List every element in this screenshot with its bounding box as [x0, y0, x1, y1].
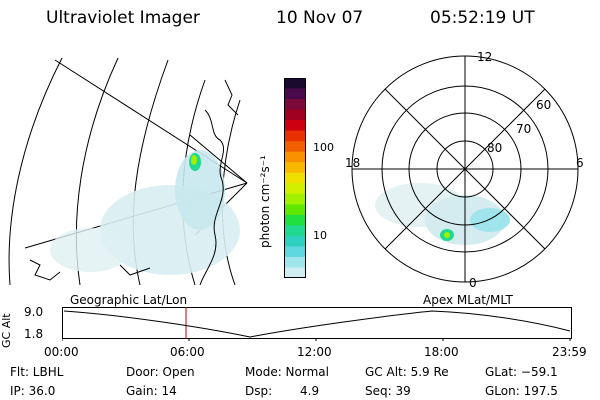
- gain-status: Gain: 14: [126, 384, 177, 398]
- apex-label: Apex MLat/MLT: [423, 293, 513, 307]
- instrument-title: Ultraviolet Imager: [46, 8, 200, 28]
- lat-label-80: 80: [487, 141, 502, 155]
- colorbar-segment: [284, 256, 306, 268]
- polar-plot: 12 18 6 0 60 70 80: [345, 50, 584, 290]
- glon-status: GLon: 197.5: [485, 384, 558, 398]
- colorbar-segment: [284, 246, 306, 258]
- mlt-label-6: 6: [576, 156, 584, 170]
- lat-label-70: 70: [516, 122, 531, 136]
- colorbar-segment: [284, 225, 306, 237]
- mlt-label-12: 12: [477, 50, 492, 64]
- colorbar-segment: [284, 78, 306, 90]
- mlt-label-0: 0: [469, 276, 477, 290]
- mlt-label-18: 18: [345, 156, 360, 170]
- time-label: 05:52:19 UT: [430, 8, 535, 28]
- colorbar-segment: [284, 88, 306, 100]
- gc-alt-status: GC Alt: 5.9 Re: [365, 365, 449, 379]
- map-aurora-emission: [50, 150, 240, 275]
- y-axis-title: GC Alt: [0, 313, 13, 348]
- colorbar-segment: [284, 193, 306, 205]
- x-tick-1800: 18:00: [424, 345, 459, 359]
- colorbar-segment: [284, 109, 306, 121]
- door-status: Door: Open: [126, 365, 195, 379]
- x-tick-2359: 23:59: [552, 345, 587, 359]
- glat-status: GLat: −59.1: [485, 365, 558, 379]
- colorbar-tick-10: 10: [313, 229, 327, 242]
- mode-status: Mode: Normal: [245, 365, 329, 379]
- polar-grid: [351, 55, 579, 283]
- colorbar-segment: [284, 204, 306, 216]
- altitude-timeline: [62, 307, 572, 341]
- colorbar-segment: [284, 162, 306, 174]
- colorbar-segment: [284, 99, 306, 111]
- y-tick-bottom: 1.8: [24, 327, 44, 341]
- lat-label-60: 60: [536, 98, 551, 112]
- y-tick-top: 9.0: [24, 305, 44, 319]
- geographic-map: [8, 57, 248, 286]
- colorbar-segment: [284, 141, 306, 153]
- colorbar-segment: [284, 172, 306, 184]
- colorbar-segment: [284, 151, 306, 163]
- colorbar-segment: [284, 267, 306, 278]
- colorbar-unit-label: photon cm⁻²s⁻¹: [258, 155, 272, 248]
- x-tick-0600: 06:00: [170, 345, 205, 359]
- x-tick-0000: 00:00: [44, 345, 79, 359]
- x-tick-1200: 12:00: [297, 345, 332, 359]
- dsp-value: 4.9: [300, 384, 320, 398]
- colorbar-segment: [284, 183, 306, 195]
- geographic-label: Geographic Lat/Lon: [70, 293, 188, 307]
- colorbar-segment: [284, 130, 306, 142]
- date-label: 10 Nov 07: [276, 8, 364, 28]
- seq-status: Seq: 39: [365, 384, 411, 398]
- colorbar-segment: [284, 214, 306, 226]
- colorbar-tick-100: 100: [313, 141, 334, 154]
- colorbar-segment: [284, 235, 306, 247]
- dsp-label: Dsp:: [245, 384, 273, 398]
- filter-status: Flt: LBHL: [10, 365, 64, 379]
- colorbar: [284, 78, 306, 278]
- colorbar-segment: [284, 120, 306, 132]
- ip-status: IP: 36.0: [10, 384, 56, 398]
- map-coastlines: [29, 79, 239, 286]
- altitude-curve: [63, 310, 571, 338]
